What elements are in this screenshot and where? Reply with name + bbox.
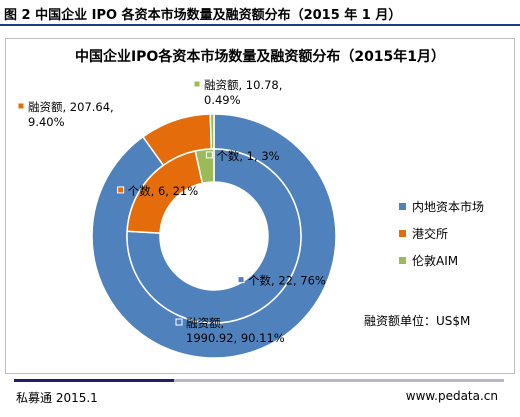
outer-label-marker-1 <box>17 102 25 110</box>
legend-swatch-1 <box>399 230 406 237</box>
inner-label-2: 个数, 1, 3% <box>205 149 280 163</box>
chart-title: 中国企业IPO各资本市场数量及融资额分布（2015年1月） <box>75 48 445 65</box>
figure-caption: 图 2 中国企业 IPO 各资本市场数量及融资额分布（2015 年 1 月） <box>4 8 402 23</box>
outer-label-1: 融资额, 207.64,9.40% <box>17 100 114 129</box>
outer-slice-2 <box>209 113 215 150</box>
legend-swatch-2 <box>399 257 406 264</box>
outer-label-text-1-1: 9.40% <box>28 115 65 129</box>
inner-label-0: 个数, 22, 76% <box>237 274 326 288</box>
outer-label-marker-0 <box>175 318 183 326</box>
outer-label-0: 融资额,1990.92, 90.11% <box>175 316 285 345</box>
legend-label-1: 港交所 <box>412 226 448 241</box>
outer-label-text-1-0: 融资额, 207.64, <box>28 100 114 114</box>
outer-label-text-0-0: 融资额, <box>186 316 224 330</box>
footer-website: www.pedata.cn <box>405 389 498 403</box>
inner-slice-0 <box>126 148 302 324</box>
inner-label-marker-1 <box>117 186 125 194</box>
inner-label-marker-0 <box>237 276 245 284</box>
top-rule <box>0 24 520 26</box>
inner-label-text-1-0: 个数, 6, 21% <box>128 184 199 198</box>
chart-frame: 中国企业IPO各资本市场数量及融资额分布（2015年1月） 融资额, 1990.9… <box>5 38 515 374</box>
inner-label-text-2-0: 个数, 1, 3% <box>216 149 279 163</box>
legend-swatch-0 <box>399 203 406 210</box>
outer-label-text-2-0: 融资额, 10.78, <box>204 78 282 92</box>
outer-label-text-0-1: 1990.92, 90.11% <box>186 331 285 345</box>
footer-rule-dark <box>14 379 174 382</box>
inner-label-marker-2 <box>205 151 213 159</box>
legend-label-2: 伦敦AIM <box>412 253 458 268</box>
outer-label-text-2-1: 0.49% <box>204 93 241 107</box>
footer-rule-light <box>174 379 504 382</box>
outer-label-marker-2 <box>193 80 201 88</box>
unit-note: 融资额单位：US$M <box>364 313 470 328</box>
outer-label-2: 融资额, 10.78,0.49% <box>193 78 282 107</box>
donut-chart: 中国企业IPO各资本市场数量及融资额分布（2015年1月） 融资额,1990.9… <box>17 48 484 359</box>
inner-label-1: 个数, 6, 21% <box>117 184 199 198</box>
legend-label-0: 内地资本市场 <box>412 199 484 214</box>
footer-source: 私募通 2015.1 <box>16 391 98 405</box>
inner-label-text-0-0: 个数, 22, 76% <box>248 274 326 288</box>
